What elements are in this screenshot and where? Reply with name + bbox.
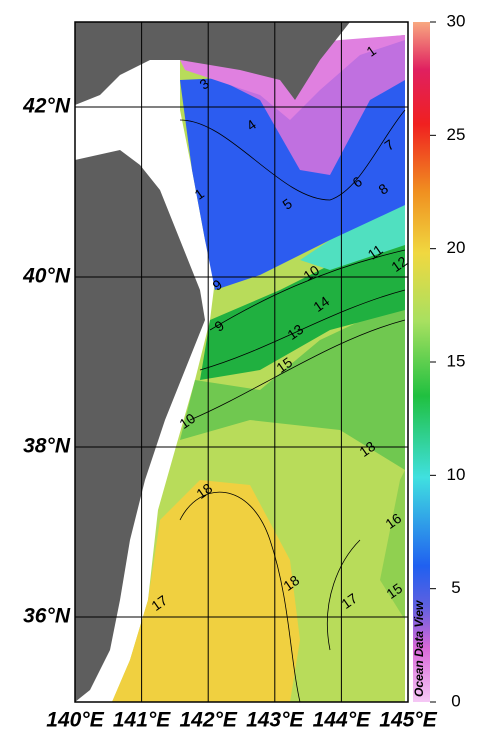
lat-label: 36°N bbox=[23, 605, 71, 628]
lat-label: 38°N bbox=[23, 435, 71, 458]
contours bbox=[179, 109, 406, 703]
ocean-field bbox=[112, 35, 405, 702]
lon-label: 143°E bbox=[246, 709, 304, 732]
colorbar-label: 15 bbox=[447, 351, 466, 370]
graticule bbox=[75, 22, 408, 702]
lon-label: 142°E bbox=[179, 709, 237, 732]
colorbar-label: 25 bbox=[447, 125, 466, 144]
lon-label: 144°E bbox=[313, 709, 371, 732]
lon-label: 145°E bbox=[379, 709, 437, 732]
colorbar bbox=[413, 22, 430, 702]
colorbar-label: 20 bbox=[447, 238, 466, 257]
colorbar-label: 5 bbox=[451, 578, 460, 597]
lat-label: 42°N bbox=[22, 95, 71, 118]
colorbar-label: 0 bbox=[451, 691, 460, 710]
lon-label: 140°E bbox=[46, 709, 104, 732]
colorbar-label: 30 bbox=[447, 11, 466, 30]
map-frame bbox=[74, 21, 409, 703]
colorbar-label: 10 bbox=[447, 465, 466, 484]
lon-label: 141°E bbox=[113, 709, 171, 732]
lat-label: 40°N bbox=[22, 265, 71, 288]
land bbox=[75, 22, 350, 702]
watermark: Ocean Data View bbox=[412, 600, 426, 697]
